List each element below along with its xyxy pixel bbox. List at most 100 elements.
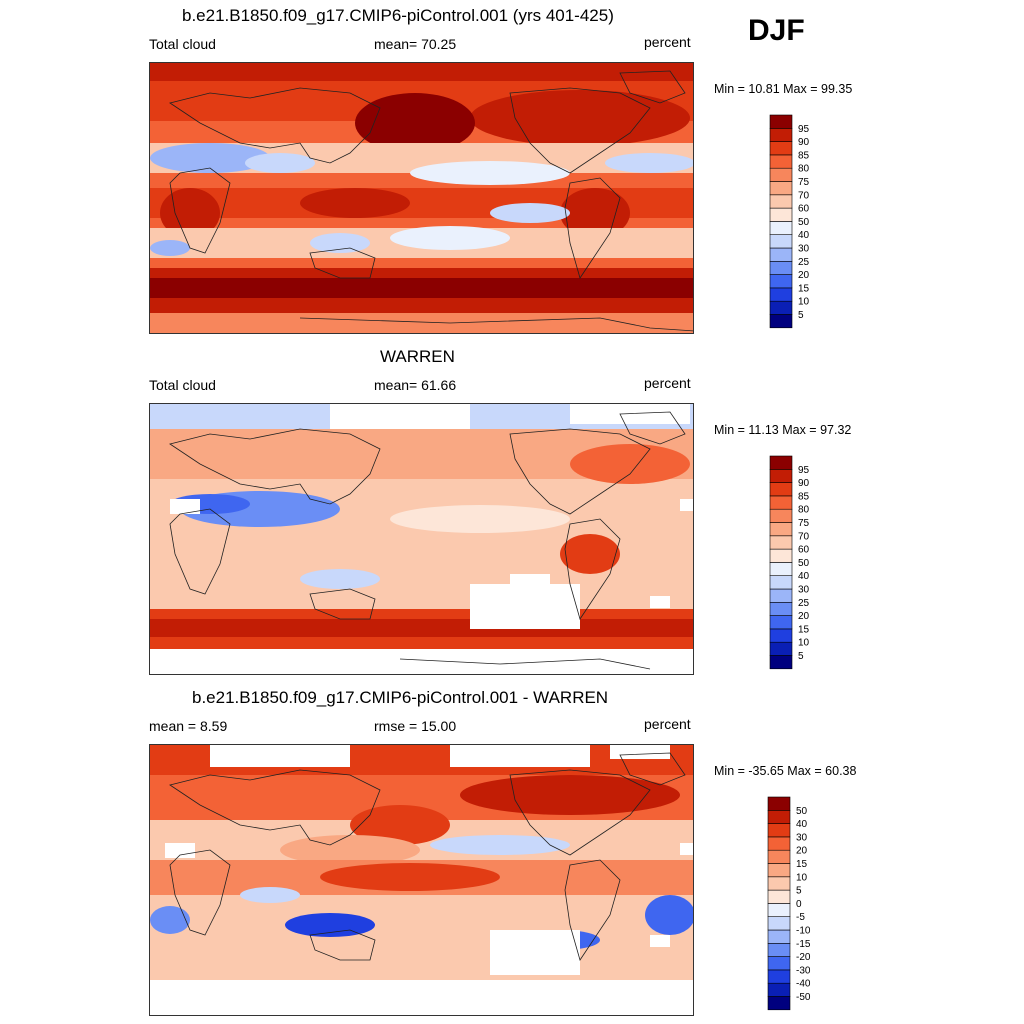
colorbar-tick-label: -40 bbox=[796, 979, 811, 990]
colorbar-tick-label: 25 bbox=[798, 257, 810, 268]
colorbar-tick-label: 50 bbox=[796, 806, 808, 817]
colorbar-swatch bbox=[769, 522, 793, 537]
panel-2-colorbar: 5 10 15 20 25 30 40 50 60 70 75 80 85 90 95 bbox=[769, 455, 830, 671]
colorbar-tick-label: 10 bbox=[796, 872, 808, 883]
panel-3-mean-label: mean = 8.59 bbox=[149, 718, 228, 734]
colorbar-tick-label: 90 bbox=[798, 478, 810, 489]
colorbar-swatch bbox=[769, 455, 793, 470]
colorbar-swatch bbox=[767, 916, 791, 931]
colorbar-swatch bbox=[769, 207, 793, 222]
panel-3-map-svg bbox=[150, 745, 693, 1015]
colorbar-swatch bbox=[767, 956, 791, 971]
colorbar-swatch bbox=[767, 943, 791, 957]
colorbar-swatch bbox=[769, 508, 793, 523]
colorbar-swatch bbox=[767, 810, 791, 824]
panel-3-map bbox=[149, 744, 694, 1016]
colorbar-tick-label: -30 bbox=[796, 965, 811, 976]
panel-3-rmse-label: rmse = 15.00 bbox=[374, 718, 457, 734]
panel-3-units-label: percent bbox=[644, 716, 691, 732]
colorbar-swatch bbox=[769, 588, 793, 603]
colorbar-swatch bbox=[769, 602, 793, 616]
colorbar-swatch bbox=[767, 929, 791, 944]
colorbar-tick-label: 85 bbox=[798, 150, 810, 161]
panel-1-colorbar: 5 10 15 20 25 30 40 50 60 70 75 80 85 90 95 bbox=[769, 114, 830, 330]
colorbar-swatch bbox=[769, 167, 793, 182]
colorbar-tick-label: 85 bbox=[798, 491, 810, 502]
colorbar-swatch bbox=[769, 562, 793, 577]
colorbar-swatch bbox=[767, 982, 791, 997]
colorbar-swatch bbox=[769, 482, 793, 497]
panel-1-mean-label: mean= 70.25 bbox=[374, 36, 457, 52]
colorbar-tick-label: 20 bbox=[798, 611, 810, 622]
colorbar-tick-label: 15 bbox=[796, 859, 808, 870]
colorbar-swatch bbox=[769, 261, 793, 275]
colorbar-tick-label: 10 bbox=[798, 297, 810, 308]
colorbar-tick-label: 30 bbox=[796, 832, 808, 843]
panel-2-mean-label: mean= 61.66 bbox=[374, 377, 457, 393]
colorbar-swatch bbox=[769, 300, 793, 315]
panel-2-units-label: percent bbox=[644, 375, 691, 391]
panel-1-units-label: percent bbox=[644, 34, 691, 50]
colorbar-tick-label: -15 bbox=[796, 939, 811, 950]
colorbar-tick-label: 95 bbox=[798, 465, 810, 476]
colorbar-swatch bbox=[769, 535, 793, 550]
colorbar-swatch bbox=[767, 863, 791, 878]
colorbar-tick-label: 80 bbox=[798, 505, 810, 516]
colorbar-swatch bbox=[769, 274, 793, 289]
colorbar-swatch bbox=[769, 495, 793, 510]
colorbar-tick-label: 0 bbox=[796, 899, 802, 910]
panel-2-map-svg bbox=[150, 404, 693, 674]
colorbar-tick-label: 20 bbox=[796, 846, 808, 857]
colorbar-tick-label: -20 bbox=[796, 952, 811, 963]
panel-2-left-label: Total cloud bbox=[149, 377, 216, 393]
colorbar-tick-label: 60 bbox=[798, 204, 810, 215]
colorbar-swatch bbox=[769, 655, 793, 670]
colorbar-swatch bbox=[769, 247, 793, 262]
colorbar-tick-label: 10 bbox=[798, 638, 810, 649]
colorbar-swatch bbox=[767, 849, 791, 864]
panel-2-minmax: Min = 11.13 Max = 97.32 bbox=[714, 423, 852, 437]
colorbar-swatch bbox=[769, 181, 793, 196]
colorbar-tick-label: 70 bbox=[798, 531, 810, 542]
colorbar-swatch bbox=[769, 469, 793, 483]
colorbar-tick-label: 80 bbox=[798, 164, 810, 175]
panel-2-map bbox=[149, 403, 694, 675]
colorbar-tick-label: 20 bbox=[798, 270, 810, 281]
colorbar-swatch bbox=[769, 114, 793, 129]
colorbar-swatch bbox=[769, 548, 793, 563]
colorbar-tick-label: 75 bbox=[798, 518, 810, 529]
colorbar-tick-label: 40 bbox=[798, 571, 810, 582]
colorbar-tick-label: 75 bbox=[798, 177, 810, 188]
colorbar-swatch bbox=[767, 823, 791, 838]
colorbar-tick-label: 40 bbox=[798, 230, 810, 241]
colorbar-tick-label: 50 bbox=[798, 558, 810, 569]
colorbar-swatch bbox=[767, 969, 791, 984]
colorbar-tick-label: 5 bbox=[796, 886, 802, 897]
season-label: DJF bbox=[748, 14, 805, 47]
colorbar-tick-label: -5 bbox=[796, 912, 805, 923]
colorbar-swatch bbox=[769, 314, 793, 329]
colorbar-swatch bbox=[767, 796, 791, 811]
panel-3-minmax: Min = -35.65 Max = 60.38 bbox=[714, 764, 857, 778]
colorbar-tick-label: 40 bbox=[796, 819, 808, 830]
colorbar-swatch bbox=[769, 615, 793, 630]
colorbar-tick-label: 5 bbox=[798, 310, 804, 321]
colorbar-tick-label: 15 bbox=[798, 283, 810, 294]
panel-1-colorbar-svg: 5 10 15 20 25 30 40 50 60 70 75 80 85 90 95 bbox=[769, 114, 810, 329]
colorbar-swatch bbox=[767, 903, 791, 918]
panel-1-map-svg bbox=[150, 63, 693, 333]
panel-1-minmax: Min = 10.81 Max = 99.35 bbox=[714, 82, 853, 96]
colorbar-swatch bbox=[769, 641, 793, 656]
colorbar-swatch bbox=[769, 154, 793, 169]
colorbar-swatch bbox=[769, 575, 793, 590]
colorbar-swatch bbox=[767, 889, 791, 904]
panel-3-title: b.e21.B1850.f09_g17.CMIP6-piControl.001 … bbox=[192, 688, 609, 707]
colorbar-tick-label: -10 bbox=[796, 926, 811, 937]
colorbar-swatch bbox=[769, 128, 793, 142]
colorbar-swatch bbox=[769, 287, 793, 302]
colorbar-tick-label: 30 bbox=[798, 244, 810, 255]
colorbar-swatch bbox=[769, 221, 793, 236]
colorbar-tick-label: 15 bbox=[798, 624, 810, 635]
panel-1-left-label: Total cloud bbox=[149, 36, 216, 52]
